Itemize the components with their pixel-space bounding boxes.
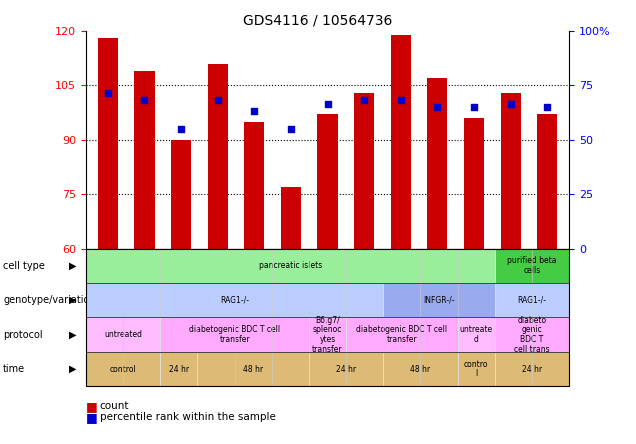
Point [542,104,552,111]
Text: 24 hr: 24 hr [522,365,542,373]
Point [359,96,370,103]
Text: ■: ■ [86,411,97,424]
Point [469,104,479,111]
Text: diabetogenic BDC T cell
transfer: diabetogenic BDC T cell transfer [356,325,448,344]
Point [249,107,259,115]
Bar [98,38,118,249]
Text: ■: ■ [86,400,97,413]
Text: protocol: protocol [3,329,43,340]
Point [396,96,406,103]
Text: diabeto
genic
BDC T
cell trans: diabeto genic BDC T cell trans [515,316,550,354]
Point [103,89,113,96]
Point [322,100,333,107]
Text: untreate
d: untreate d [460,325,493,344]
Text: ▶: ▶ [69,329,76,340]
Bar [354,93,374,249]
Text: ▶: ▶ [69,261,76,271]
Text: contro
l: contro l [464,360,488,378]
Text: genotype/variation: genotype/variation [3,295,96,305]
Point [286,126,296,133]
Text: RAG1-/-: RAG1-/- [518,296,546,305]
Point [176,126,186,133]
Bar [464,118,484,249]
Point [212,96,223,103]
Text: 24 hr: 24 hr [169,365,189,373]
Bar [281,187,301,249]
Text: B6.g7/
splenoc
ytes
transfer: B6.g7/ splenoc ytes transfer [312,316,343,354]
Text: 48 hr: 48 hr [243,365,263,373]
Text: ▶: ▶ [69,364,76,374]
Text: untreated: untreated [104,330,142,339]
Text: 48 hr: 48 hr [410,365,431,373]
Bar [134,71,155,249]
Bar [427,78,448,249]
Bar [207,64,228,249]
Text: purified beta
cells: purified beta cells [508,257,556,275]
Text: percentile rank within the sample: percentile rank within the sample [100,412,276,422]
Point [506,100,516,107]
Text: RAG1-/-: RAG1-/- [220,296,249,305]
Bar [501,93,521,249]
Bar [391,35,411,249]
Text: INFGR-/-: INFGR-/- [424,296,455,305]
Text: pancreatic islets: pancreatic islets [259,262,322,270]
Bar [317,115,338,249]
Text: diabetogenic BDC T cell
transfer: diabetogenic BDC T cell transfer [189,325,280,344]
Text: GDS4116 / 10564736: GDS4116 / 10564736 [244,13,392,28]
Text: time: time [3,364,25,374]
Point [432,104,443,111]
Text: 24 hr: 24 hr [336,365,356,373]
Text: control: control [109,365,136,373]
Point [139,96,149,103]
Text: count: count [100,401,129,411]
Text: ▶: ▶ [69,295,76,305]
Bar [537,115,557,249]
Bar [171,140,191,249]
Bar [244,122,265,249]
Text: cell type: cell type [3,261,45,271]
